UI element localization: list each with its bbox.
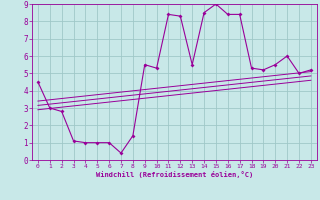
X-axis label: Windchill (Refroidissement éolien,°C): Windchill (Refroidissement éolien,°C): [96, 171, 253, 178]
